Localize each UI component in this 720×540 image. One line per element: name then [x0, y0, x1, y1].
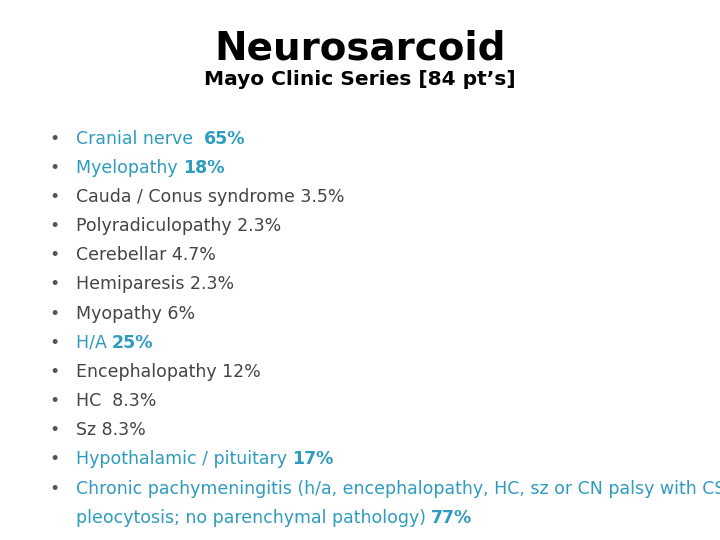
Text: •: •: [49, 363, 59, 381]
Text: •: •: [49, 421, 59, 439]
Text: 18%: 18%: [183, 159, 224, 177]
Text: 17%: 17%: [292, 450, 333, 468]
Text: •: •: [49, 217, 59, 235]
Text: Chronic pachymeningitis (h/a, encephalopathy, HC, sz or CN palsy with CSF: Chronic pachymeningitis (h/a, encephalop…: [76, 480, 720, 497]
Text: •: •: [49, 246, 59, 264]
Text: 77%: 77%: [431, 509, 472, 526]
Text: 65%: 65%: [204, 130, 246, 147]
Text: •: •: [49, 334, 59, 352]
Text: Encephalopathy 12%: Encephalopathy 12%: [76, 363, 261, 381]
Text: Sz 8.3%: Sz 8.3%: [76, 421, 145, 439]
Text: H/A: H/A: [76, 334, 112, 352]
Text: Cauda / Conus syndrome 3.5%: Cauda / Conus syndrome 3.5%: [76, 188, 344, 206]
Text: •: •: [49, 450, 59, 468]
Text: Mayo Clinic Series [84 pt’s]: Mayo Clinic Series [84 pt’s]: [204, 70, 516, 89]
Text: Neurosarcoid: Neurosarcoid: [215, 30, 505, 68]
Text: Myelopathy: Myelopathy: [76, 159, 183, 177]
Text: pleocytosis; no parenchymal pathology): pleocytosis; no parenchymal pathology): [76, 509, 431, 526]
Text: Polyradiculopathy 2.3%: Polyradiculopathy 2.3%: [76, 217, 281, 235]
Text: Cerebellar 4.7%: Cerebellar 4.7%: [76, 246, 215, 264]
Text: 25%: 25%: [112, 334, 153, 352]
Text: Cranial nerve: Cranial nerve: [76, 130, 204, 147]
Text: •: •: [49, 159, 59, 177]
Text: •: •: [49, 275, 59, 293]
Text: Hypothalamic / pituitary: Hypothalamic / pituitary: [76, 450, 292, 468]
Text: HC  8.3%: HC 8.3%: [76, 392, 156, 410]
Text: •: •: [49, 188, 59, 206]
Text: •: •: [49, 305, 59, 322]
Text: Myopathy 6%: Myopathy 6%: [76, 305, 194, 322]
Text: •: •: [49, 130, 59, 147]
Text: Hemiparesis 2.3%: Hemiparesis 2.3%: [76, 275, 234, 293]
Text: •: •: [49, 480, 59, 497]
Text: •: •: [49, 392, 59, 410]
